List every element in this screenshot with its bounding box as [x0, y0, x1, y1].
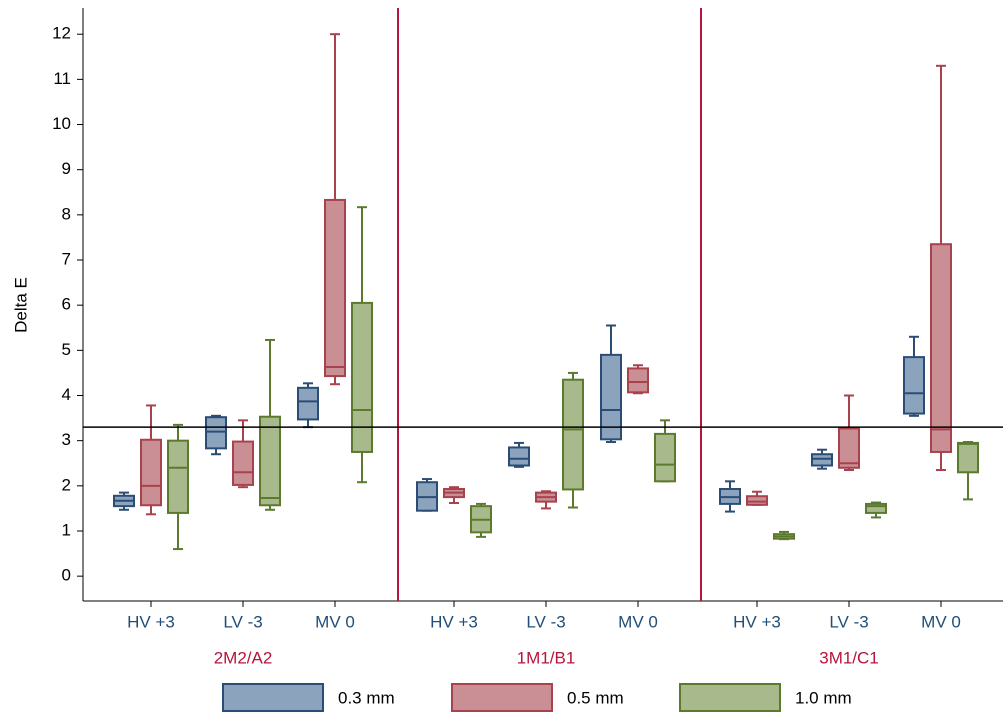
- y-tick-label: 4: [62, 385, 71, 404]
- y-tick-label: 7: [62, 249, 71, 268]
- box: [865, 502, 887, 514]
- box: [351, 301, 373, 453]
- box: [508, 446, 530, 467]
- box: [811, 453, 833, 467]
- y-tick-label: 12: [52, 24, 71, 43]
- y-axis-label: Delta E: [11, 277, 30, 333]
- box: [957, 441, 979, 474]
- box: [205, 416, 227, 450]
- y-tick-label: 10: [52, 114, 71, 133]
- legend-key: [679, 683, 781, 712]
- box: [140, 438, 162, 507]
- x-tick-label: LV -3: [526, 612, 565, 631]
- box: [600, 353, 622, 441]
- box: [930, 243, 952, 453]
- box: [903, 356, 925, 415]
- y-tick-label: 1: [62, 520, 71, 539]
- y-tick-label: 6: [62, 295, 71, 314]
- box: [746, 495, 768, 506]
- y-tick-label: 8: [62, 204, 71, 223]
- box: [324, 198, 346, 378]
- legend-label: 0.5 mm: [567, 688, 624, 707]
- box: [259, 415, 281, 507]
- y-tick-label: 9: [62, 159, 71, 178]
- legend-label: 1.0 mm: [795, 688, 852, 707]
- x-tick-label: MV 0: [315, 612, 355, 631]
- box: [654, 432, 676, 483]
- x-tick-label: MV 0: [921, 612, 961, 631]
- legend-key: [451, 683, 553, 712]
- box: [627, 367, 649, 394]
- x-tick-label: HV +3: [430, 612, 478, 631]
- y-tick-label: 5: [62, 340, 71, 359]
- x-tick-label: MV 0: [618, 612, 658, 631]
- legend-key: [222, 683, 324, 712]
- x-tick-label: HV +3: [127, 612, 175, 631]
- box: [297, 386, 319, 421]
- group-label: 2M2/A2: [214, 648, 273, 667]
- box: [562, 378, 584, 491]
- x-tick-label: HV +3: [733, 612, 781, 631]
- x-tick-label: LV -3: [829, 612, 868, 631]
- group-label: 1M1/B1: [517, 648, 576, 667]
- box: [167, 439, 189, 514]
- legend-label: 0.3 mm: [338, 688, 395, 707]
- y-tick-label: 3: [62, 430, 71, 449]
- group-label: 3M1/C1: [819, 648, 879, 667]
- box: [232, 440, 254, 486]
- box: [838, 427, 860, 469]
- y-tick-label: 0: [62, 566, 71, 585]
- y-tick-label: 2: [62, 475, 71, 494]
- y-tick-label: 11: [53, 69, 71, 88]
- x-tick-label: LV -3: [223, 612, 262, 631]
